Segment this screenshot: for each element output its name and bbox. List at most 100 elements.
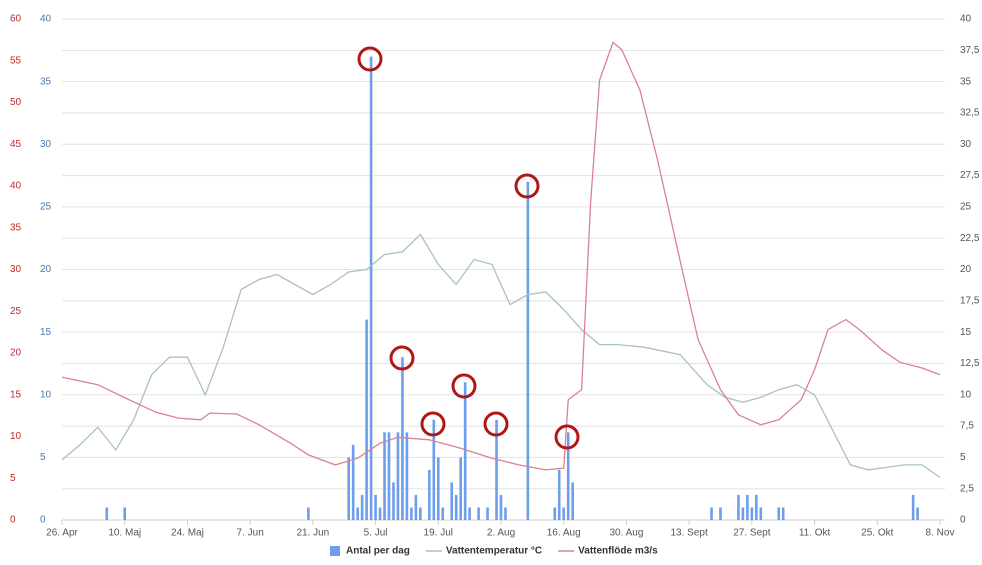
bar — [369, 56, 373, 520]
bar — [405, 432, 409, 520]
x-tick-label: 16. Aug — [547, 528, 581, 539]
bar — [374, 494, 377, 520]
y2-tick-label: 40 — [960, 14, 972, 25]
y3-tick-label: 20 — [10, 348, 22, 359]
bar — [414, 494, 418, 520]
highlight — [357, 46, 383, 72]
y3-tick-label: 40 — [10, 181, 22, 192]
y-tick-label: 30 — [40, 139, 52, 150]
y-tick-label: 40 — [40, 14, 52, 25]
x-tick-label: 19. Jul — [424, 528, 453, 539]
y2-tick-label: 27,5 — [960, 170, 980, 181]
highlight — [483, 411, 509, 437]
y2-tick-label: 15 — [960, 327, 972, 338]
bar — [441, 507, 445, 520]
bar — [916, 507, 919, 520]
bar — [383, 432, 386, 520]
bar — [750, 507, 754, 520]
bar — [781, 507, 785, 520]
bar — [562, 507, 566, 520]
y2-tick-label: 0 — [960, 515, 966, 526]
highlight — [554, 424, 580, 450]
y3-tick-label: 50 — [10, 97, 22, 108]
bar — [499, 494, 503, 520]
y3-tick-label: 15 — [10, 389, 22, 400]
y2-tick-label: 35 — [960, 76, 972, 87]
y-tick-label: 25 — [40, 202, 52, 213]
y2-tick-label: 5 — [960, 452, 966, 463]
bar — [719, 507, 722, 520]
bar — [459, 457, 462, 520]
bar — [387, 432, 391, 520]
bar — [450, 482, 454, 520]
bar — [105, 507, 109, 520]
bar — [557, 469, 561, 520]
line — [61, 233, 941, 478]
y2-tick-label: 2,5 — [960, 483, 974, 494]
y2-tick-label: 30 — [960, 139, 972, 150]
x-tick-label: 25. Okt — [861, 528, 893, 539]
x-tick-label: 11. Okt — [799, 528, 831, 539]
x-tick-label: 10. Maj — [108, 528, 141, 539]
x-tick-label: 24. Maj — [171, 528, 204, 539]
y2-tick-label: 7,5 — [960, 421, 974, 432]
bar — [432, 419, 436, 520]
y-tick-label: 10 — [40, 389, 52, 400]
x-tick-label: 2. Aug — [487, 528, 515, 539]
bar — [428, 469, 431, 520]
bar — [504, 507, 507, 520]
legend-label: Vattenflöde m3/s — [578, 546, 658, 557]
y2-tick-label: 25 — [960, 202, 972, 213]
bar — [454, 494, 458, 520]
bar — [777, 507, 781, 520]
y2-tick-label: 22,5 — [960, 233, 980, 244]
y3-tick-label: 0 — [10, 515, 16, 526]
y2-tick-label: 37,5 — [960, 45, 980, 56]
legend-label: Vattentemperatur °C — [446, 546, 542, 557]
y2-tick-label: 12,5 — [960, 358, 980, 369]
x-tick-label: 5. Jul — [364, 528, 388, 539]
bar — [392, 482, 395, 520]
highlight — [420, 411, 446, 437]
bar — [463, 382, 467, 520]
y3-tick-label: 10 — [10, 431, 22, 442]
y2-tick-label: 20 — [960, 264, 972, 275]
y3-tick-label: 35 — [10, 222, 22, 233]
x-tick-label: 30. Aug — [609, 528, 643, 539]
bar — [737, 494, 740, 520]
bar — [307, 507, 310, 520]
bar — [759, 507, 763, 520]
bar — [436, 457, 440, 520]
y3-tick-label: 55 — [10, 55, 22, 66]
y2-tick-label: 17,5 — [960, 295, 980, 306]
bar — [356, 507, 359, 520]
legend-swatch — [330, 546, 340, 556]
bar — [419, 507, 422, 520]
y-tick-label: 20 — [40, 264, 52, 275]
bar — [755, 494, 758, 520]
bar — [396, 432, 400, 520]
bar — [746, 494, 749, 520]
y3-tick-label: 60 — [10, 14, 22, 25]
y3-tick-label: 30 — [10, 264, 22, 275]
x-tick-label: 13. Sept — [671, 528, 708, 539]
y-tick-label: 5 — [40, 452, 46, 463]
bar — [401, 357, 404, 520]
bar — [526, 181, 530, 520]
bar — [553, 507, 557, 520]
bar — [741, 507, 745, 520]
y-tick-label: 15 — [40, 327, 52, 338]
bar — [477, 507, 480, 520]
bar — [360, 494, 364, 520]
bar — [468, 507, 471, 520]
highlight — [514, 173, 540, 199]
y3-tick-label: 5 — [10, 473, 16, 484]
bar — [410, 507, 413, 520]
highlight-circles — [357, 46, 580, 450]
bar — [347, 457, 350, 520]
y3-tick-label: 25 — [10, 306, 22, 317]
y-tick-label: 35 — [40, 76, 52, 87]
highlight — [389, 345, 415, 371]
legend-label: Antal per dag — [346, 546, 410, 557]
